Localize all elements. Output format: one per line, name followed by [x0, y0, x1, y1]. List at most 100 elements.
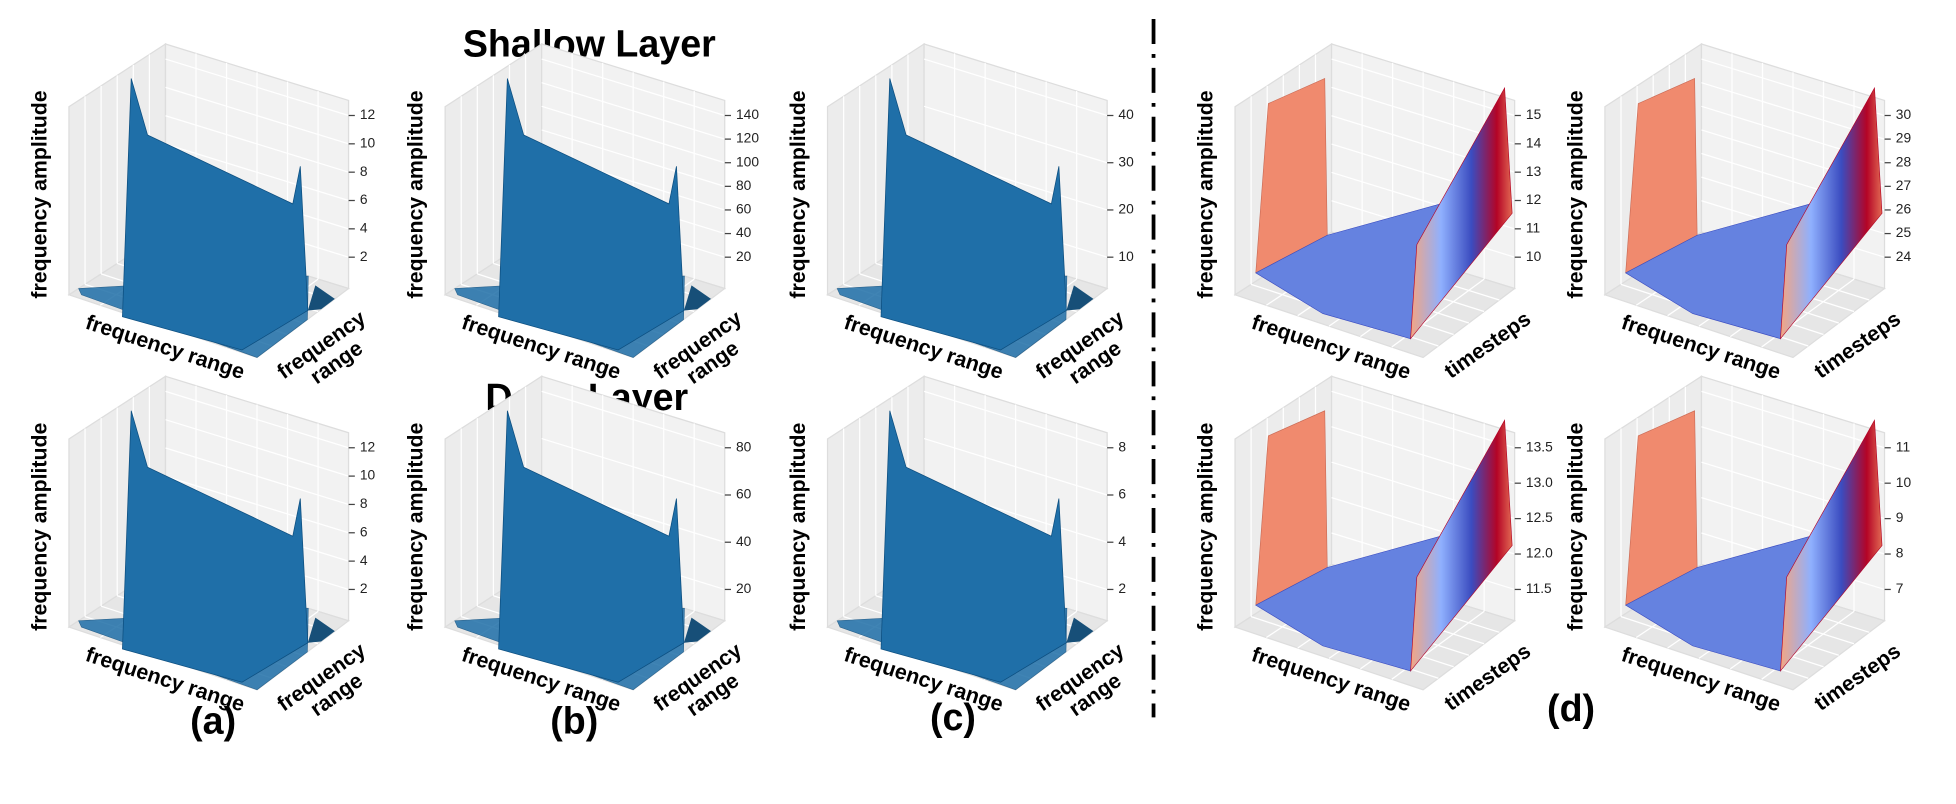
z-tick-label: 12.5 [1526, 510, 1553, 525]
z-tick-label: 40 [736, 225, 752, 240]
z-tick-label: 29 [1896, 131, 1912, 146]
grid-line [165, 447, 349, 506]
z-axis-label: frequency amplitude [1563, 90, 1587, 298]
z-tick-label: 10 [1896, 475, 1912, 490]
z-tick-label: 4 [360, 220, 368, 235]
z-tick-label: 40 [736, 534, 752, 549]
grid-line [541, 390, 725, 449]
z-axis-label: frequency amplitude [27, 90, 51, 298]
surface-tail [1066, 617, 1094, 643]
surface-right [1410, 419, 1513, 672]
title: Shallow Layer [463, 23, 716, 65]
z-tick-label: 30 [1118, 154, 1134, 169]
surface-tail [307, 617, 335, 643]
panel-label: (c) [930, 696, 976, 738]
z-tick-label: 2 [360, 249, 368, 264]
panel-label: (d) [1547, 687, 1595, 729]
grid-line [165, 58, 349, 117]
z-tick-label: 14 [1526, 135, 1542, 150]
z-tick-label: 30 [1896, 107, 1912, 122]
grid-line [165, 115, 349, 173]
surface [498, 410, 685, 683]
surface-right [1410, 86, 1513, 340]
surface-tail [683, 285, 711, 311]
z-tick-label: 40 [1118, 107, 1134, 122]
grid-line [1701, 58, 1885, 117]
grid-line [165, 390, 349, 449]
z-tick-label: 13.5 [1526, 439, 1553, 454]
z-tick-label: 2 [360, 581, 368, 596]
z-tick-label: 80 [736, 178, 752, 193]
z-axis-label: frequency amplitude [1193, 422, 1217, 630]
z-tick-label: 100 [736, 154, 759, 169]
z-tick-label: 60 [736, 487, 752, 502]
grid-line [541, 105, 725, 164]
grid-line [1331, 390, 1515, 449]
z-tick-label: 140 [736, 107, 759, 122]
grid-line [1331, 58, 1515, 117]
z-tick-label: 11 [1526, 220, 1540, 235]
z-axis-label: frequency amplitude [404, 90, 428, 298]
z-tick-label: 120 [736, 131, 759, 146]
z-tick-label: 13 [1526, 164, 1542, 179]
z-tick-label: 7 [1896, 581, 1904, 596]
surface-tail [1066, 285, 1094, 311]
z-tick-label: 10 [1526, 249, 1542, 264]
grid-line [923, 437, 1108, 496]
z-tick-label: 11.5 [1526, 581, 1552, 596]
z-axis-label: frequency amplitude [404, 422, 428, 630]
z-tick-label: 28 [1896, 154, 1912, 169]
z-tick-label: 8 [360, 496, 368, 511]
z-tick-label: 60 [736, 202, 752, 217]
z-tick-label: 15 [1526, 107, 1542, 122]
z-tick-label: 10 [360, 468, 376, 483]
grid-line [923, 390, 1108, 449]
z-tick-label: 20 [736, 581, 752, 596]
z-tick-label: 8 [360, 164, 368, 179]
grid-line [541, 58, 725, 117]
z-tick-label: 13.0 [1526, 475, 1553, 490]
panel-label: (a) [190, 700, 236, 742]
surface [122, 410, 309, 683]
z-tick-label: 6 [1118, 487, 1126, 502]
surface [880, 410, 1067, 683]
z-tick-label: 6 [360, 524, 368, 539]
z-axis-label: frequency amplitude [1193, 90, 1217, 298]
z-tick-label: 20 [736, 249, 752, 264]
surface [498, 78, 685, 351]
panel-label: (b) [550, 700, 598, 742]
z-tick-label: 10 [360, 135, 376, 150]
grid-line [923, 58, 1108, 117]
surface [122, 78, 309, 351]
z-tick-label: 12 [1526, 192, 1541, 207]
z-tick-label: 10 [1118, 249, 1134, 264]
z-tick-label: 26 [1896, 202, 1912, 217]
surface-tail [307, 285, 335, 311]
surface [880, 78, 1067, 351]
z-tick-label: 8 [1118, 439, 1126, 454]
grid-line [541, 437, 725, 496]
surface-right [1780, 419, 1883, 672]
z-tick-label: 24 [1896, 249, 1912, 264]
z-tick-label: 2 [1118, 581, 1126, 596]
z-tick-label: 12 [360, 107, 375, 122]
grid-line [165, 86, 349, 145]
grid-line [165, 419, 349, 477]
z-tick-label: 4 [360, 553, 368, 568]
z-axis-label: frequency amplitude [27, 422, 51, 630]
z-tick-label: 4 [1118, 534, 1126, 549]
z-tick-label: 12 [360, 439, 375, 454]
z-axis-label: frequency amplitude [1563, 422, 1587, 630]
z-axis-label: frequency amplitude [786, 422, 810, 630]
z-tick-label: 12.0 [1526, 546, 1553, 561]
z-tick-label: 20 [1118, 202, 1134, 217]
